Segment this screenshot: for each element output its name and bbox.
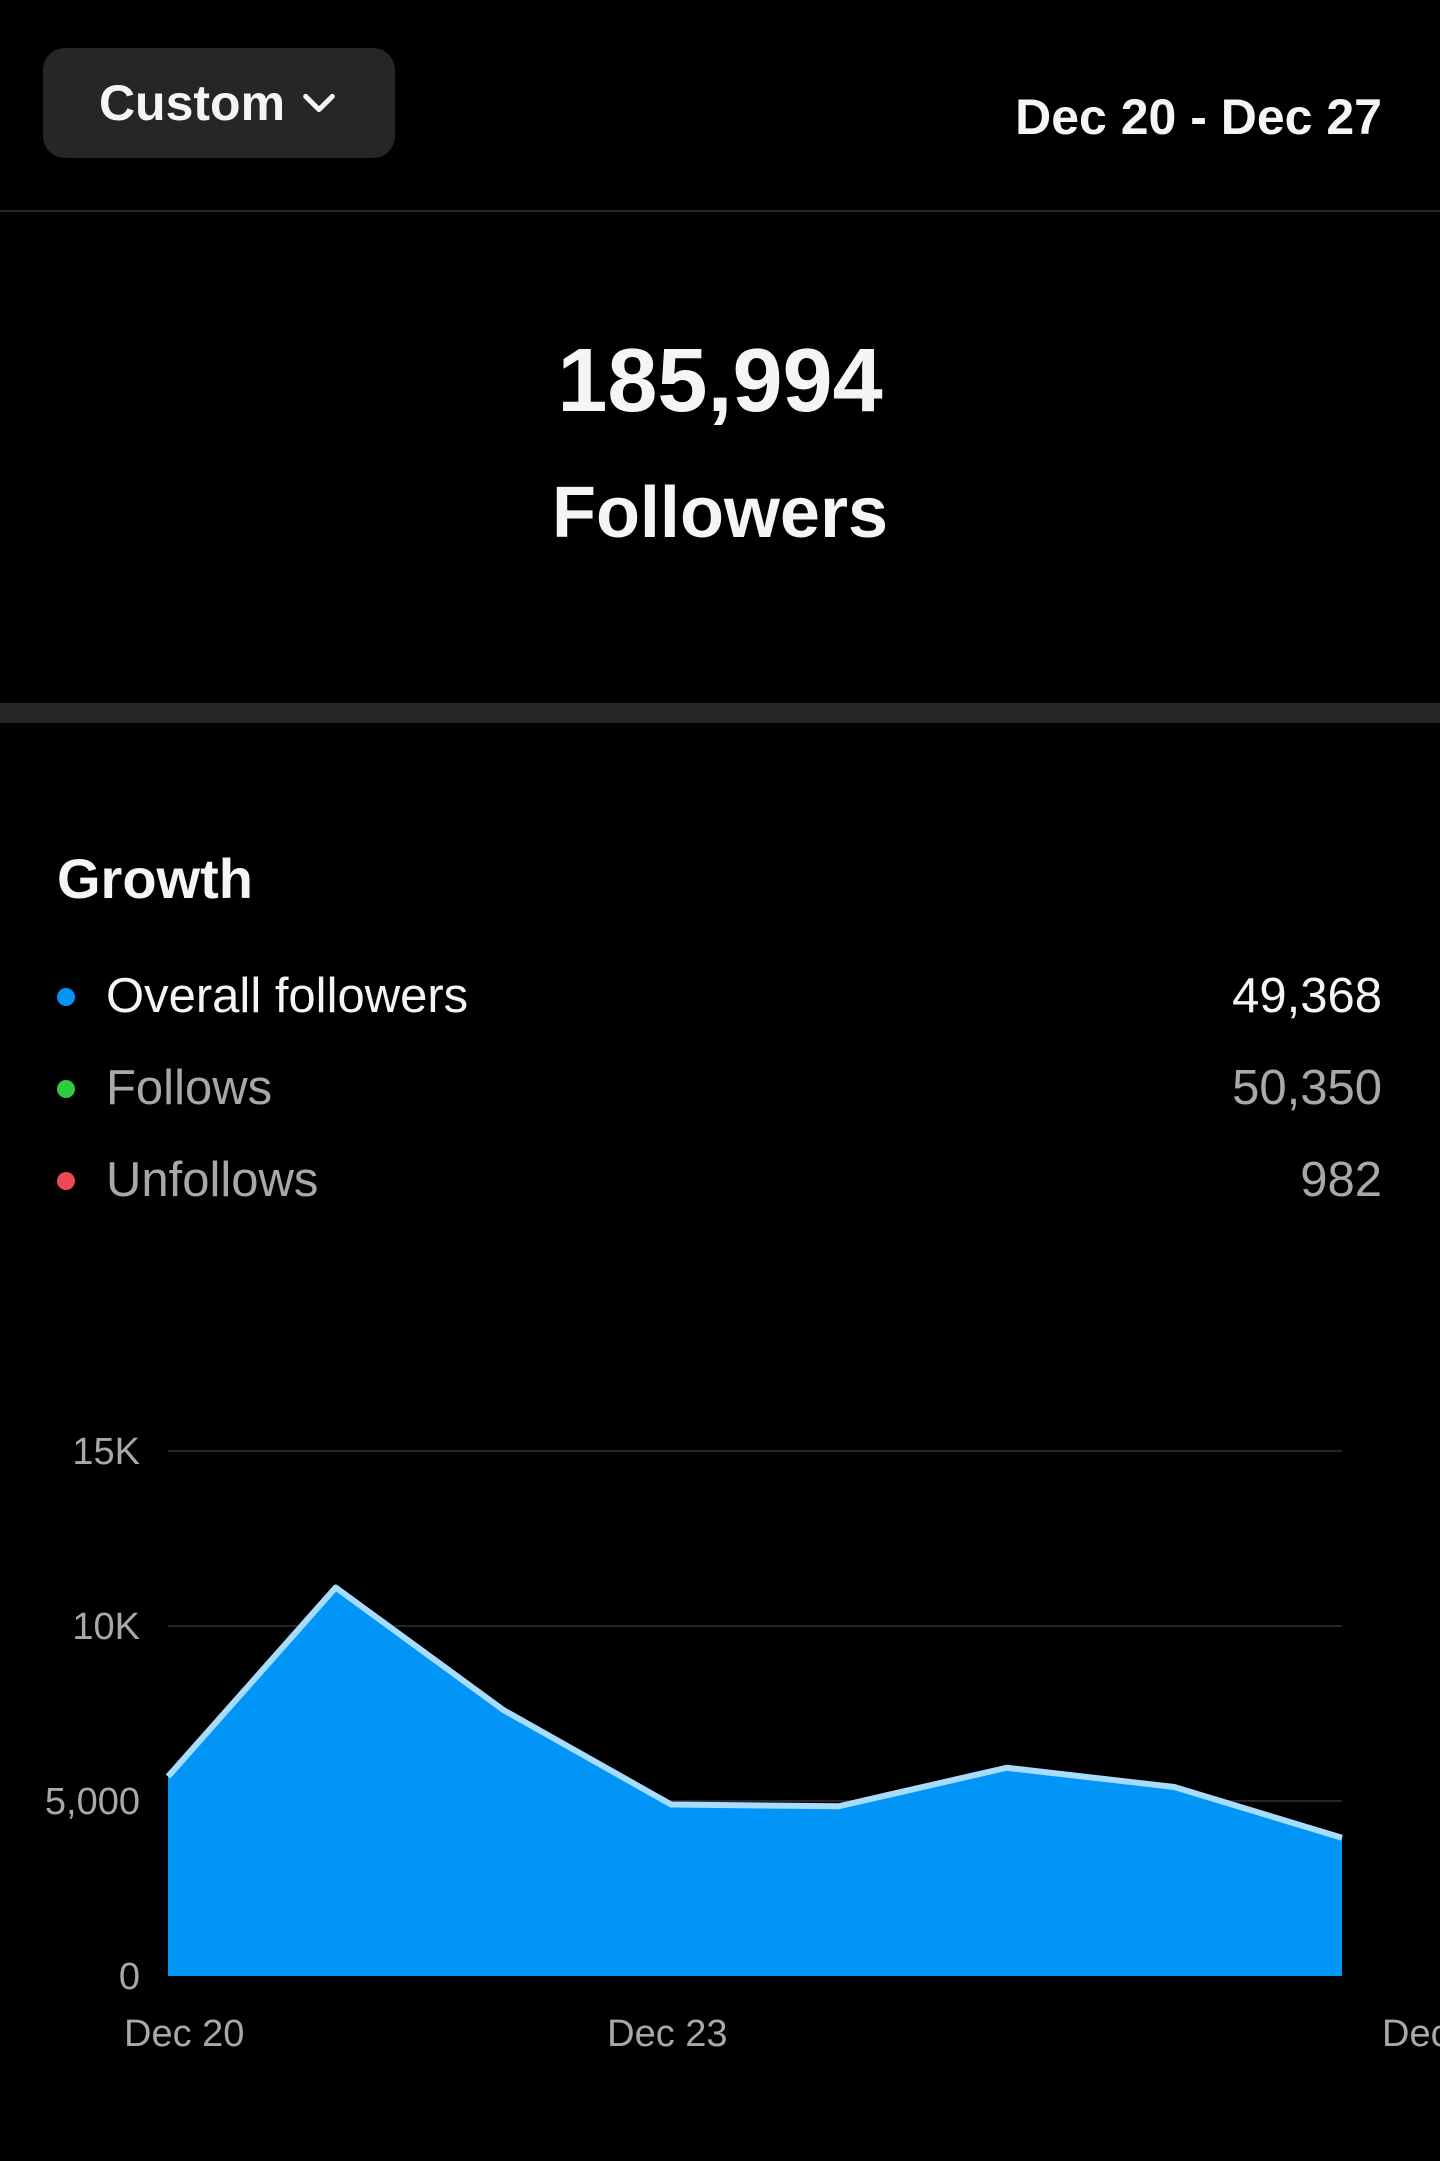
green-dot-icon bbox=[57, 1080, 75, 1098]
followers-label: Followers bbox=[551, 473, 889, 553]
x-tick-label: Dec 27 bbox=[1382, 2013, 1440, 2055]
legend-label: Unfollows bbox=[106, 1153, 319, 1207]
area-fill bbox=[168, 1587, 1342, 1976]
red-dot-icon bbox=[57, 1172, 75, 1190]
y-tick-label: 10K bbox=[72, 1606, 140, 1648]
range-selector-label: Custom bbox=[98, 75, 286, 131]
legend-value: 982 bbox=[1300, 1153, 1382, 1207]
x-tick-label: Dec 20 bbox=[124, 2013, 244, 2055]
growth-title: Growth bbox=[57, 847, 253, 910]
section-divider bbox=[0, 703, 1440, 723]
date-range-text: Dec 20 - Dec 27 bbox=[1015, 89, 1382, 145]
chevron-down-icon bbox=[303, 93, 335, 113]
followers-count: 185,994 bbox=[557, 331, 883, 431]
legend-unfollows: Unfollows 982 bbox=[0, 1144, 1440, 1214]
legend-label: Follows bbox=[106, 1061, 273, 1115]
legend-value: 49,368 bbox=[1232, 969, 1382, 1023]
top-bar: Custom Dec 20 - Dec 27 bbox=[0, 0, 1440, 212]
followers-summary: 185,994 Followers bbox=[0, 210, 1440, 703]
growth-chart: 0 5,000 10K 15K Dec 20 Dec 23 Dec 27 bbox=[45, 1431, 1440, 2055]
legend-label: Overall followers bbox=[106, 969, 469, 1023]
x-tick-label: Dec 23 bbox=[607, 2013, 727, 2055]
y-tick-label: 15K bbox=[72, 1431, 140, 1473]
legend-follows: Follows 50,350 bbox=[0, 1052, 1440, 1122]
series-line bbox=[165, 1584, 1343, 1841]
blue-dot-icon bbox=[57, 988, 75, 1006]
date-range-selector[interactable]: Custom bbox=[43, 48, 395, 158]
y-tick-label: 5,000 bbox=[45, 1781, 140, 1823]
legend-value: 50,350 bbox=[1232, 1061, 1382, 1115]
legend-overall-followers: Overall followers 49,368 bbox=[0, 960, 1440, 1030]
y-tick-label: 0 bbox=[119, 1956, 140, 1998]
